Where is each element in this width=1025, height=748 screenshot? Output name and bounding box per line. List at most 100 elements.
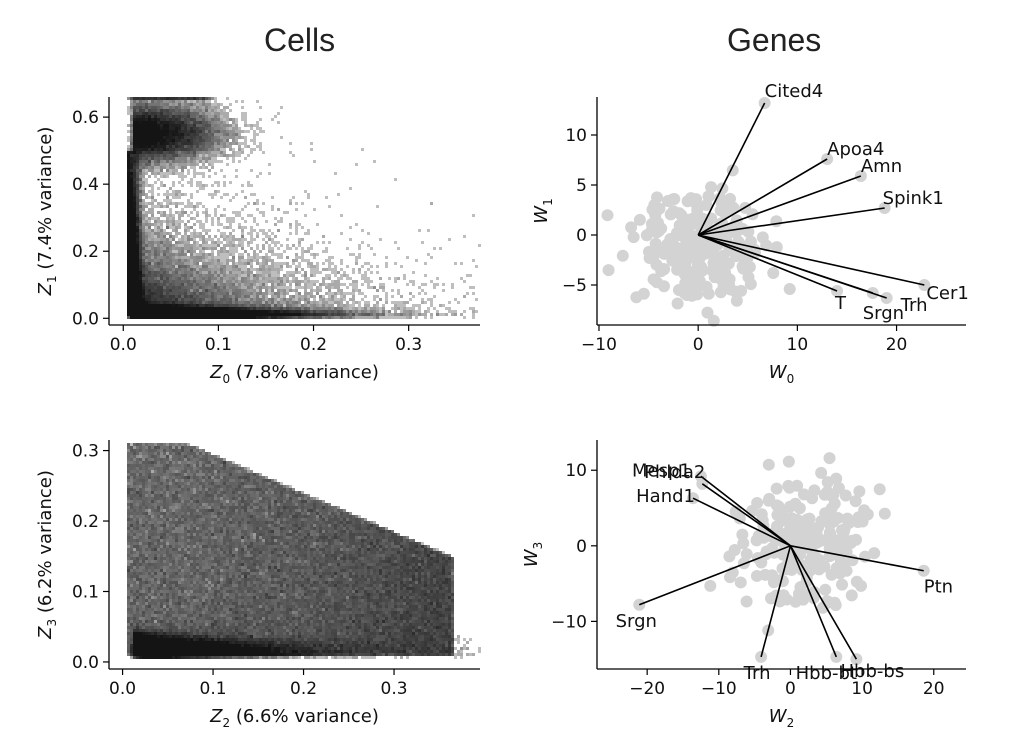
density-bin bbox=[229, 253, 232, 256]
density-bin bbox=[286, 298, 289, 301]
density-bin bbox=[310, 274, 313, 277]
density-bin bbox=[175, 121, 178, 124]
density-bin bbox=[130, 214, 133, 217]
density-bin bbox=[202, 485, 205, 488]
density-bin bbox=[238, 494, 241, 497]
density-bin bbox=[343, 304, 346, 307]
density-bin bbox=[160, 202, 163, 205]
density-bin bbox=[226, 97, 229, 100]
density-bin bbox=[379, 238, 382, 241]
density-bin bbox=[211, 491, 214, 494]
density-bin bbox=[238, 301, 241, 304]
density-bin bbox=[148, 280, 151, 283]
density-bin bbox=[181, 497, 184, 500]
density-bin bbox=[175, 190, 178, 193]
density-bin bbox=[136, 118, 139, 121]
density-bin bbox=[169, 292, 172, 295]
density-bin bbox=[313, 521, 316, 524]
density-bin bbox=[133, 100, 136, 103]
density-bin bbox=[301, 247, 304, 250]
density-bin bbox=[181, 130, 184, 133]
density-bin bbox=[184, 316, 187, 319]
density-bin bbox=[133, 172, 136, 175]
density-bin bbox=[250, 518, 253, 521]
density-bin bbox=[394, 310, 397, 313]
density-bin bbox=[274, 518, 277, 521]
density-bin bbox=[181, 301, 184, 304]
density-bin bbox=[199, 106, 202, 109]
density-bin bbox=[307, 286, 310, 289]
density-bin bbox=[166, 476, 169, 479]
density-bin bbox=[175, 286, 178, 289]
density-bin bbox=[298, 241, 301, 244]
density-bin bbox=[355, 524, 358, 527]
density-bin bbox=[148, 121, 151, 124]
density-bin bbox=[406, 256, 409, 259]
density-bin bbox=[169, 232, 172, 235]
density-bin bbox=[154, 259, 157, 262]
density-bin bbox=[196, 518, 199, 521]
density-bin bbox=[238, 515, 241, 518]
density-bin bbox=[166, 292, 169, 295]
density-bin bbox=[223, 106, 226, 109]
density-bin bbox=[313, 265, 316, 268]
density-bin bbox=[190, 289, 193, 292]
density-bin bbox=[154, 169, 157, 172]
density-bin bbox=[292, 524, 295, 527]
density-bin bbox=[211, 106, 214, 109]
density-bin bbox=[184, 518, 187, 521]
density-bin bbox=[331, 512, 334, 515]
density-bin bbox=[127, 247, 130, 250]
density-bin bbox=[178, 247, 181, 250]
density-bin bbox=[280, 316, 283, 319]
density-bin bbox=[253, 494, 256, 497]
density-bin bbox=[139, 190, 142, 193]
density-bin bbox=[142, 464, 145, 467]
density-bin bbox=[193, 304, 196, 307]
density-bin bbox=[307, 247, 310, 250]
density-bin bbox=[187, 497, 190, 500]
density-bin bbox=[196, 458, 199, 461]
density-bin bbox=[310, 253, 313, 256]
density-bin bbox=[253, 301, 256, 304]
density-bin bbox=[187, 112, 190, 115]
density-bin bbox=[358, 256, 361, 259]
density-bin bbox=[232, 491, 235, 494]
density-bin bbox=[181, 283, 184, 286]
density-bin bbox=[205, 100, 208, 103]
density-bin bbox=[136, 139, 139, 142]
density-bin bbox=[196, 301, 199, 304]
density-bin bbox=[241, 190, 244, 193]
density-bin bbox=[142, 100, 145, 103]
density-bin bbox=[151, 253, 154, 256]
density-bin bbox=[160, 148, 163, 151]
density-bin bbox=[139, 181, 142, 184]
density-bin bbox=[211, 223, 214, 226]
density-bin bbox=[277, 292, 280, 295]
density-bin bbox=[136, 461, 139, 464]
density-bin bbox=[238, 470, 241, 473]
density-bin bbox=[151, 109, 154, 112]
density-bin bbox=[205, 497, 208, 500]
density-bin bbox=[229, 142, 232, 145]
density-bin bbox=[232, 121, 235, 124]
density-bin bbox=[304, 295, 307, 298]
density-bin bbox=[157, 220, 160, 223]
density-bin bbox=[229, 488, 232, 491]
density-bin bbox=[259, 512, 262, 515]
density-bin bbox=[130, 199, 133, 202]
density-bin bbox=[154, 118, 157, 121]
density-bin bbox=[235, 292, 238, 295]
density-bin bbox=[151, 118, 154, 121]
density-bin bbox=[295, 313, 298, 316]
density-bin bbox=[142, 461, 145, 464]
density-bin bbox=[430, 304, 433, 307]
density-bin bbox=[238, 253, 241, 256]
density-bin bbox=[241, 304, 244, 307]
density-bin bbox=[166, 109, 169, 112]
density-bin bbox=[277, 503, 280, 506]
density-bin bbox=[199, 286, 202, 289]
density-bin bbox=[142, 512, 145, 515]
density-bin bbox=[130, 476, 133, 479]
density-bin bbox=[196, 446, 199, 449]
